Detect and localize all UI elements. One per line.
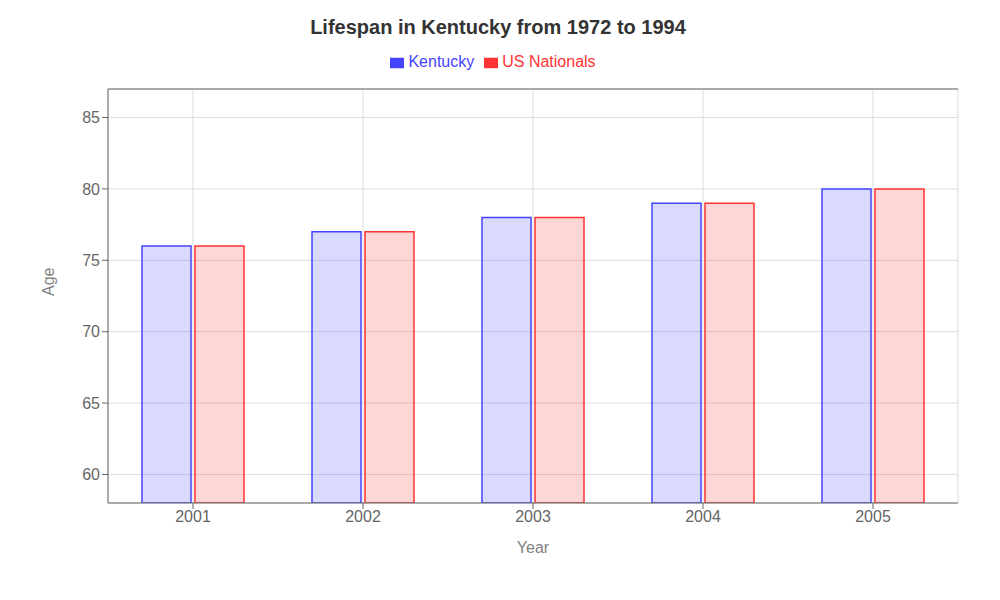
html-text:Lifespan in Kentucky from 1972: Lifespan in Kentucky from 1972 to 1994 (310, 16, 686, 38)
svg-text:Year: Year (517, 539, 550, 556)
svg-text:70: 70 (82, 323, 100, 340)
svg-text:2002: 2002 (345, 508, 381, 525)
svg-text:2001: 2001 (175, 508, 211, 525)
svg-text:85: 85 (82, 109, 100, 126)
svg-text:60: 60 (82, 466, 100, 483)
svg-text:80: 80 (82, 181, 100, 198)
svg-text:75: 75 (82, 252, 100, 269)
svg-text:65: 65 (82, 395, 100, 412)
svg-text:2003: 2003 (515, 508, 551, 525)
html-text:US Nationals: US Nationals (502, 53, 596, 70)
svg-text:Age: Age (40, 267, 57, 296)
html-text:Kentucky: Kentucky (408, 53, 475, 70)
svg-text:2004: 2004 (685, 508, 721, 525)
svg-text:2005: 2005 (855, 508, 891, 525)
